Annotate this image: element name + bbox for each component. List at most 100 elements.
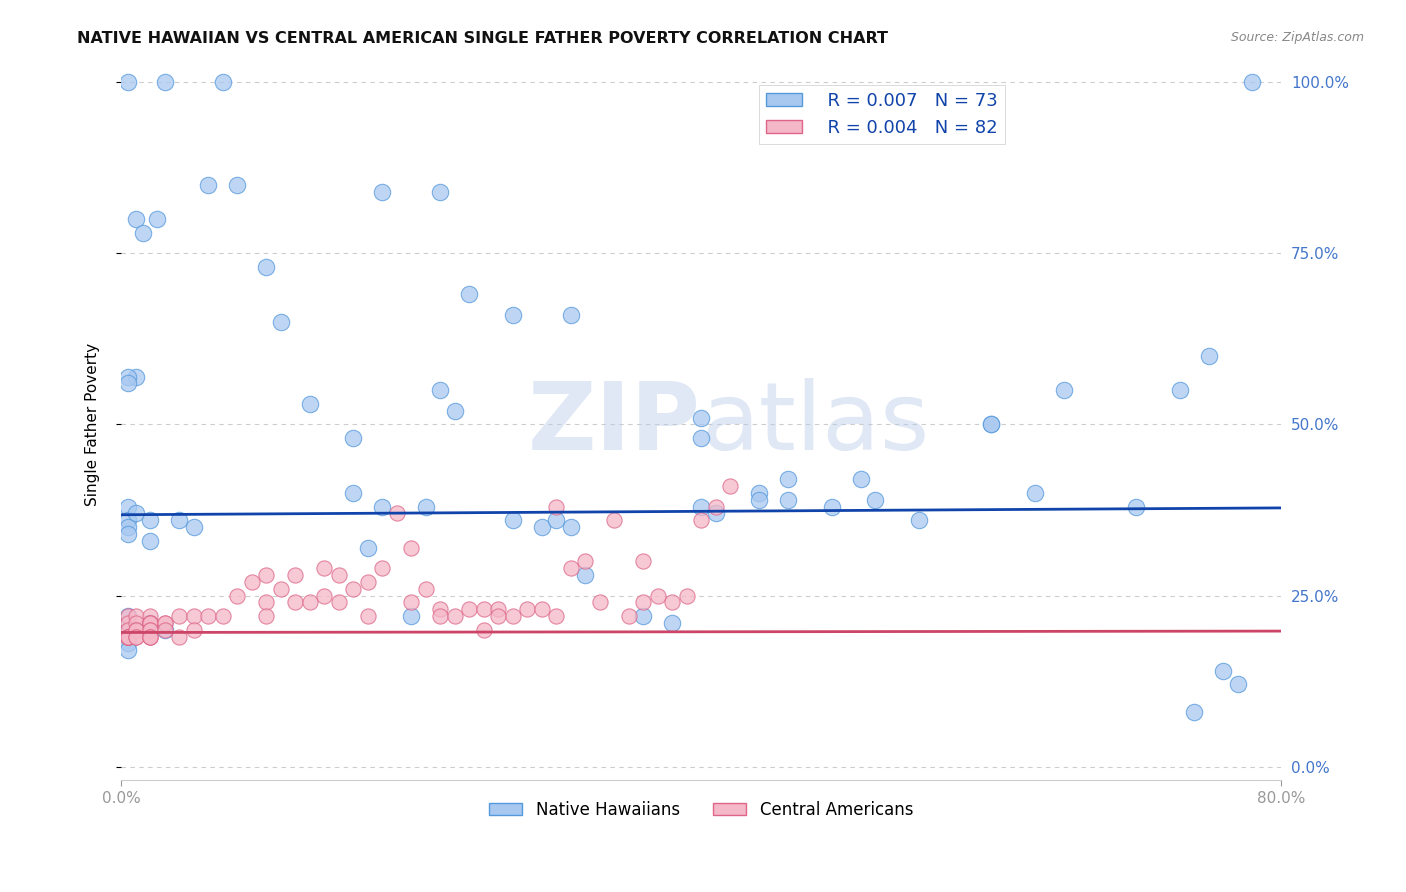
Point bbox=[1168, 383, 1191, 397]
Point bbox=[314, 589, 336, 603]
Point bbox=[690, 431, 713, 445]
Point bbox=[117, 623, 139, 637]
Point bbox=[139, 615, 162, 630]
Point bbox=[117, 369, 139, 384]
Point bbox=[124, 623, 146, 637]
Point bbox=[574, 568, 596, 582]
Point bbox=[342, 431, 364, 445]
Point bbox=[617, 609, 640, 624]
Point bbox=[560, 520, 582, 534]
Point bbox=[560, 561, 582, 575]
Point bbox=[530, 520, 553, 534]
Point bbox=[385, 507, 408, 521]
Point bbox=[167, 609, 190, 624]
Point bbox=[240, 574, 263, 589]
Point bbox=[197, 178, 219, 192]
Point bbox=[254, 609, 277, 624]
Point bbox=[502, 308, 524, 322]
Point bbox=[153, 623, 176, 637]
Point bbox=[530, 602, 553, 616]
Point bbox=[356, 609, 378, 624]
Point bbox=[443, 609, 465, 624]
Point bbox=[139, 513, 162, 527]
Point bbox=[560, 308, 582, 322]
Point bbox=[1241, 75, 1264, 89]
Point bbox=[197, 609, 219, 624]
Point bbox=[183, 609, 205, 624]
Point bbox=[117, 75, 139, 89]
Point bbox=[211, 609, 233, 624]
Point bbox=[748, 486, 770, 500]
Point bbox=[153, 615, 176, 630]
Point bbox=[117, 630, 139, 644]
Point bbox=[399, 595, 422, 609]
Point bbox=[458, 287, 481, 301]
Point bbox=[139, 630, 162, 644]
Text: ZIP: ZIP bbox=[529, 378, 702, 470]
Point bbox=[429, 185, 451, 199]
Point bbox=[139, 615, 162, 630]
Point bbox=[117, 630, 139, 644]
Point bbox=[117, 630, 139, 644]
Point bbox=[718, 479, 741, 493]
Point bbox=[139, 615, 162, 630]
Point bbox=[1024, 486, 1046, 500]
Point bbox=[211, 75, 233, 89]
Point bbox=[124, 369, 146, 384]
Point bbox=[117, 630, 139, 644]
Point bbox=[458, 602, 481, 616]
Point bbox=[429, 609, 451, 624]
Point bbox=[226, 178, 249, 192]
Point bbox=[863, 492, 886, 507]
Text: atlas: atlas bbox=[702, 378, 929, 470]
Point bbox=[124, 609, 146, 624]
Point bbox=[546, 513, 568, 527]
Point bbox=[820, 500, 842, 514]
Point bbox=[1182, 705, 1205, 719]
Point bbox=[139, 533, 162, 548]
Point bbox=[690, 513, 713, 527]
Point bbox=[139, 630, 162, 644]
Point bbox=[342, 582, 364, 596]
Point bbox=[314, 561, 336, 575]
Point bbox=[1125, 500, 1147, 514]
Point bbox=[748, 492, 770, 507]
Point bbox=[371, 500, 394, 514]
Point bbox=[1198, 349, 1220, 363]
Point bbox=[226, 589, 249, 603]
Point bbox=[907, 513, 929, 527]
Point bbox=[117, 513, 139, 527]
Point bbox=[139, 623, 162, 637]
Point bbox=[117, 630, 139, 644]
Point bbox=[342, 486, 364, 500]
Point bbox=[371, 561, 394, 575]
Point bbox=[153, 623, 176, 637]
Point bbox=[117, 615, 139, 630]
Point bbox=[631, 595, 654, 609]
Point bbox=[704, 507, 727, 521]
Point bbox=[502, 513, 524, 527]
Point bbox=[486, 602, 509, 616]
Point bbox=[980, 417, 1002, 432]
Point bbox=[117, 630, 139, 644]
Point bbox=[516, 602, 538, 616]
Point bbox=[254, 595, 277, 609]
Point bbox=[778, 492, 800, 507]
Point bbox=[371, 185, 394, 199]
Point bbox=[117, 520, 139, 534]
Point bbox=[415, 582, 437, 596]
Point bbox=[631, 609, 654, 624]
Point bbox=[167, 513, 190, 527]
Point bbox=[139, 623, 162, 637]
Point bbox=[117, 630, 139, 644]
Point bbox=[117, 643, 139, 657]
Point bbox=[132, 226, 155, 240]
Point bbox=[117, 636, 139, 650]
Point bbox=[124, 630, 146, 644]
Point bbox=[270, 315, 292, 329]
Point bbox=[254, 568, 277, 582]
Point bbox=[631, 554, 654, 568]
Point bbox=[1226, 677, 1249, 691]
Point bbox=[675, 589, 697, 603]
Point bbox=[153, 75, 176, 89]
